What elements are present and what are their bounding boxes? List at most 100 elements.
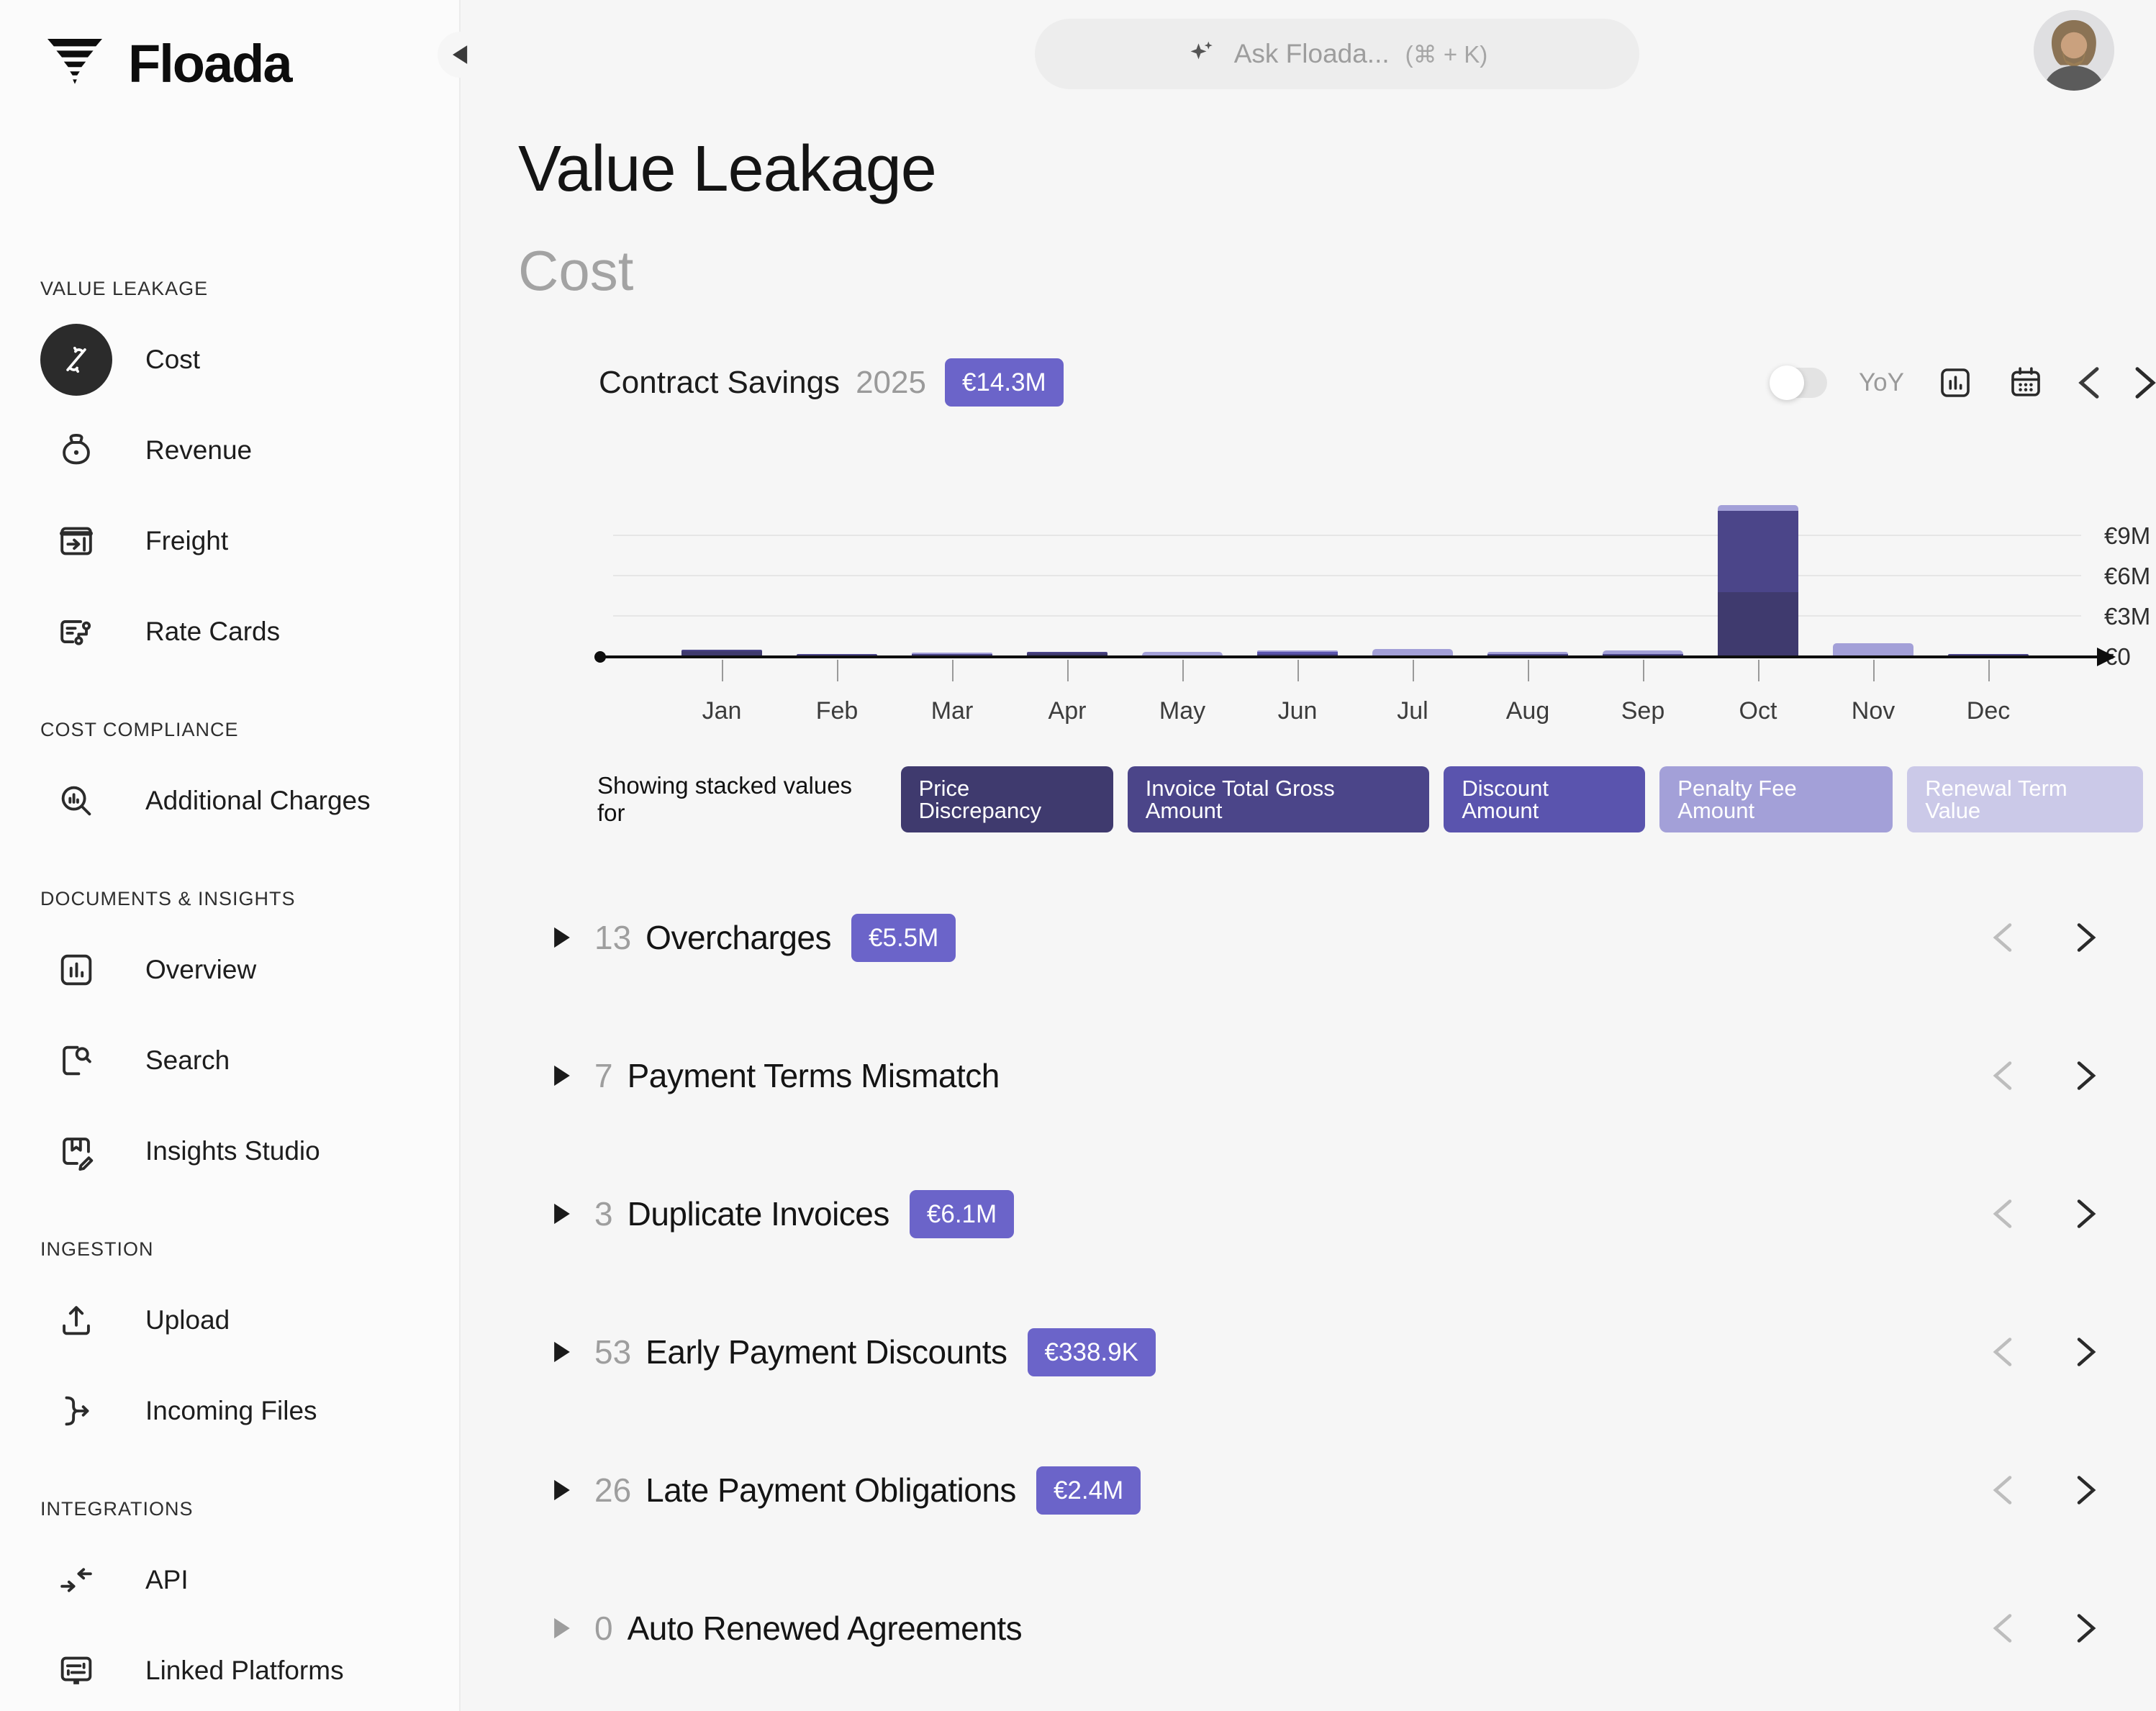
sidebar-item-linked-platforms[interactable]: Linked Platforms <box>40 1625 459 1711</box>
chart-bar-may[interactable] <box>1142 652 1223 655</box>
search-shortcut: (⌘ + K) <box>1405 40 1488 68</box>
chart-bar-jan[interactable] <box>681 650 762 655</box>
section-label: Overcharges <box>646 919 832 956</box>
section-next-button[interactable] <box>2075 1338 2097 1366</box>
chart-bar-mar[interactable] <box>912 653 992 655</box>
expand-triangle-icon[interactable] <box>553 1202 571 1225</box>
revenue-icon <box>40 430 112 471</box>
section-row-duplicate-invoices[interactable]: 3 Duplicate Invoices €6.1M <box>553 1178 2097 1250</box>
stacked-bar-plot: €0 €3M €6M €9M Jan Feb Mar Apr May Jun Jul Aug Sep Oc… <box>594 490 2150 725</box>
x-axis-label: Apr <box>1048 697 1087 725</box>
section-row-payment-terms-mismatch[interactable]: 7 Payment Terms Mismatch <box>553 1040 2097 1112</box>
chart-next-button[interactable] <box>2133 366 2156 399</box>
x-axis-label: Nov <box>1851 697 1895 725</box>
sidebar-item-label: Search <box>145 1045 230 1075</box>
chart-title: Contract Savings <box>599 364 841 400</box>
chart-bar-sep[interactable] <box>1603 650 1683 655</box>
section-pagination <box>1992 1338 2097 1366</box>
sidebar-item-upload[interactable]: Upload <box>40 1275 459 1366</box>
section-row-early-payment-discounts[interactable]: 53 Early Payment Discounts €338.9K <box>553 1316 2097 1388</box>
chart-bar-nov[interactable] <box>1833 643 1913 655</box>
sidebar-item-label: Overview <box>145 955 257 984</box>
chart-bar-oct[interactable] <box>1718 504 1798 655</box>
ask-floada-search[interactable]: Ask Floada... (⌘ + K) <box>1035 19 1639 89</box>
x-axis-label: Aug <box>1505 697 1550 725</box>
sidebar-item-label: API <box>145 1565 189 1594</box>
sidebar-item-label: Freight <box>145 526 229 555</box>
sidebar-item-cost[interactable]: Cost <box>40 314 459 405</box>
legend-chip-discount-amount[interactable]: Discount Amount <box>1444 766 1646 832</box>
app-logo[interactable]: Floada <box>40 29 459 98</box>
chart-legend: Showing stacked values for Price Discrep… <box>597 766 2156 832</box>
bar-segment <box>1718 592 1798 655</box>
section-pagination <box>1992 1061 2097 1090</box>
bar-segment <box>1948 654 2029 655</box>
section-row-overcharges[interactable]: 13 Overcharges €5.5M <box>553 902 2097 974</box>
chart-bar-feb[interactable] <box>797 654 877 655</box>
chart-bar-aug[interactable] <box>1487 652 1568 655</box>
user-avatar[interactable] <box>2034 10 2114 91</box>
expand-triangle-icon[interactable] <box>553 1064 571 1087</box>
sidebar-collapse-button[interactable] <box>438 32 484 78</box>
expand-triangle-icon[interactable] <box>553 1340 571 1363</box>
api-icon <box>40 1559 112 1601</box>
sidebar-item-insights-studio[interactable]: Insights Studio <box>40 1106 459 1197</box>
chart-bar-jun[interactable] <box>1257 650 1338 655</box>
section-prev-button[interactable] <box>1992 1061 2014 1090</box>
sidebar-item-search[interactable]: Search <box>40 1015 459 1106</box>
chart-bar-jul[interactable] <box>1372 648 1453 655</box>
bar-segment <box>1487 654 1568 655</box>
legend-chip-price-discrepancy[interactable]: Price Discrepancy <box>900 766 1113 832</box>
sidebar-item-label: Rate Cards <box>145 617 281 646</box>
section-prev-button[interactable] <box>1992 1338 2014 1366</box>
additional-charges-icon <box>40 780 112 822</box>
bar-segment <box>1603 654 1683 655</box>
expand-triangle-icon[interactable] <box>553 1617 571 1640</box>
section-row-auto-renewed-agreements[interactable]: 0 Auto Renewed Agreements <box>553 1592 2097 1664</box>
sidebar-item-freight[interactable]: Freight <box>40 496 459 586</box>
section-prev-button[interactable] <box>1992 1476 2014 1504</box>
expand-triangle-icon[interactable] <box>553 1479 571 1502</box>
sidebar-item-api[interactable]: API <box>40 1535 459 1625</box>
section-prev-button[interactable] <box>1992 923 2014 952</box>
sidebar-item-incoming-files[interactable]: Incoming Files <box>40 1366 459 1456</box>
legend-chip-penalty-fee-amount[interactable]: Penalty Fee Amount <box>1659 766 1893 832</box>
bar-segment <box>797 654 877 655</box>
section-next-button[interactable] <box>2075 1614 2097 1643</box>
section-next-button[interactable] <box>2075 923 2097 952</box>
sidebar-section-label: DOCUMENTS & INSIGHTS <box>40 888 296 909</box>
section-amount-badge: €2.4M <box>1036 1466 1141 1515</box>
section-next-button[interactable] <box>2075 1476 2097 1504</box>
legend-chip-invoice-total-gross-amount[interactable]: Invoice Total Gross Amount <box>1127 766 1430 832</box>
chart-prev-button[interactable] <box>2077 366 2101 399</box>
chart-bar-dec[interactable] <box>1948 654 2029 655</box>
section-pagination <box>1992 1614 2097 1643</box>
sidebar-item-additional-charges[interactable]: Additional Charges <box>40 755 459 846</box>
section-next-button[interactable] <box>2075 1061 2097 1090</box>
legend-chip-renewal-term-value[interactable]: Renewal Term Value <box>1907 766 2143 832</box>
section-prev-button[interactable] <box>1992 1199 2014 1228</box>
gridline <box>613 575 2081 576</box>
date-range-button[interactable] <box>2006 363 2045 402</box>
chart-type-button[interactable] <box>1936 363 1975 402</box>
x-tick <box>1873 660 1875 681</box>
chevron-right-icon <box>2135 366 2156 399</box>
sidebar-item-label: Insights Studio <box>145 1136 320 1166</box>
section-count: 3 <box>594 1195 613 1233</box>
x-tick <box>837 660 838 681</box>
chevron-left-icon <box>2078 366 2099 399</box>
sidebar-item-revenue[interactable]: Revenue <box>40 405 459 496</box>
sidebar-item-rate-cards[interactable]: Rate Cards <box>40 586 459 677</box>
chart-bar-apr[interactable] <box>1027 652 1108 655</box>
bar-segment <box>1833 643 1913 655</box>
yoy-toggle[interactable] <box>1770 365 1828 400</box>
sidebar-section-label: INTEGRATIONS <box>40 1498 194 1520</box>
sidebar-item-overview[interactable]: Overview <box>40 925 459 1015</box>
section-next-button[interactable] <box>2075 1199 2097 1228</box>
section-count: 53 <box>594 1333 632 1371</box>
section-label: Duplicate Invoices <box>627 1195 890 1233</box>
section-prev-button[interactable] <box>1992 1614 2014 1643</box>
funnel-logo-icon <box>40 29 109 98</box>
expand-triangle-icon[interactable] <box>553 926 571 949</box>
section-row-late-payment-obligations[interactable]: 26 Late Payment Obligations €2.4M <box>553 1454 2097 1526</box>
